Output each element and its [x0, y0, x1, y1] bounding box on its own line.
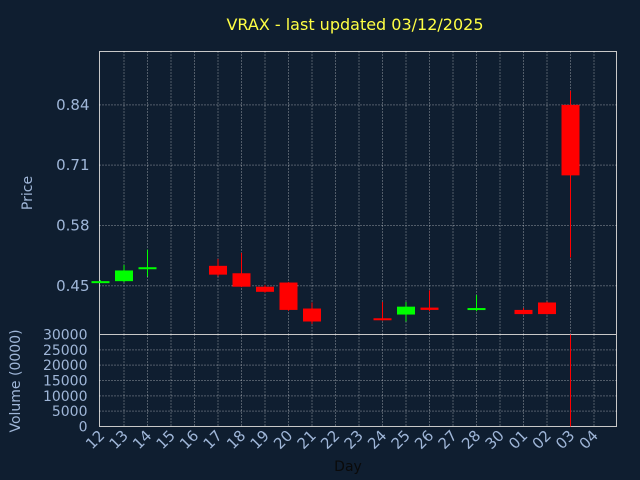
candle-body [91, 281, 110, 284]
volume-y-tick-label: 20000 [43, 358, 88, 374]
price-axis-label: Price [20, 176, 36, 210]
candle-body [420, 307, 439, 310]
candle-body [303, 308, 321, 322]
candle-body [397, 306, 415, 315]
price-y-ticks: 0.45 0.58 0.71 0.84 [56, 96, 89, 295]
price-y-tick-label: 0.58 [56, 216, 89, 234]
candle-body [467, 308, 486, 311]
volume-y-tick-label: 30000 [43, 328, 88, 344]
volume-grid [99, 334, 617, 427]
candle-body [514, 309, 533, 315]
volume-y-tick-label: 5000 [52, 404, 88, 420]
candle-body [256, 286, 274, 292]
price-y-tick-label: 0.84 [56, 96, 89, 114]
volume-y-tick-label: 15000 [43, 374, 88, 390]
candle-body [232, 273, 251, 287]
candle-body [561, 104, 580, 176]
x-axis-label: Day [334, 459, 362, 475]
candle-body [538, 302, 556, 315]
candle-body [209, 265, 227, 275]
volume-y-tick-label: 10000 [43, 389, 88, 405]
price-grid [99, 51, 617, 335]
candle-body [115, 270, 133, 282]
price-panel: 0.45 0.58 0.71 0.84 Price [20, 51, 617, 335]
candle-body [138, 267, 157, 270]
volume-axis-label: Volume (0000) [8, 329, 24, 432]
price-y-tick-label: 0.45 [56, 277, 89, 295]
price-y-tick-label: 0.71 [56, 156, 89, 174]
candles [91, 90, 580, 324]
volume-y-tick-label: 25000 [43, 343, 88, 359]
candle-body [373, 318, 392, 321]
candle-body [279, 282, 298, 310]
volume-y-tick-label: 0 [79, 420, 88, 436]
chart-title: VRAX - last updated 03/12/2025 [226, 15, 483, 34]
